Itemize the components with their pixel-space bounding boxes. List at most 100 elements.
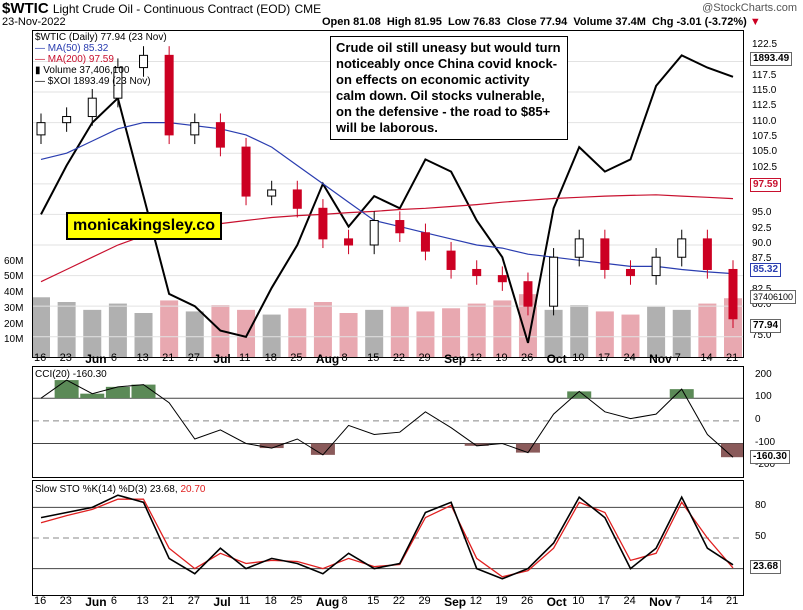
middle-x-tick-label: 13 — [136, 352, 149, 364]
middle-x-tick-label: Oct — [546, 352, 567, 366]
middle-x-tick-label: Sep — [444, 352, 467, 366]
bottom-x-tick-label: 29 — [418, 595, 431, 607]
volume-bar — [262, 314, 281, 357]
stochastic-chart-svg — [33, 494, 743, 580]
candle-body — [369, 220, 379, 246]
bottom-x-tick-label: 19 — [495, 595, 508, 607]
price-tick-label: 117.5 — [752, 69, 777, 81]
bottom-x-tick-label: 8 — [341, 595, 348, 607]
bottom-x-tick-label: 22 — [392, 595, 406, 607]
middle-x-tick-label: 12 — [469, 352, 482, 364]
annotation-note: Crude oil still uneasy but would turn no… — [330, 36, 568, 140]
sto-d-value: 20.70 — [180, 484, 206, 495]
ma50-line — [40, 121, 734, 275]
candle-body — [36, 122, 46, 136]
middle-x-tick-label: 22 — [392, 352, 406, 364]
bottom-x-tick-label: 25 — [290, 595, 303, 607]
cci-overbought-fill — [567, 391, 592, 399]
legend-ma200: — MA(200) 97.59 — [35, 54, 114, 65]
ma200-value-tag: 97.59 — [750, 178, 782, 192]
bottom-x-tick-label: 26 — [520, 595, 534, 607]
candle-body — [190, 122, 200, 136]
price-tick-label: 95.0 — [752, 207, 772, 219]
instrument-name: Light Crude Oil - Continuous Contract (E… — [52, 2, 291, 16]
candle-body — [241, 146, 251, 197]
price-tick-label: 75.0 — [752, 329, 772, 341]
volume-bar — [160, 300, 179, 357]
bottom-x-tick-label: 12 — [469, 595, 482, 607]
candle-body — [600, 238, 610, 270]
volume-bar — [493, 300, 512, 357]
volume-bar — [647, 306, 666, 357]
middle-x-tick-label: 24 — [623, 352, 636, 364]
volume-bar — [570, 305, 589, 357]
bottom-x-tick-label: 15 — [367, 595, 380, 607]
middle-x-tick-label: Jul — [213, 352, 231, 366]
sto-legend-label: Slow STO %K(14) %D(3) 23.68, — [35, 484, 178, 495]
price-tick-label: 90.0 — [752, 238, 772, 249]
middle-x-tick-label: Jun — [85, 352, 107, 366]
middle-x-tick-label: 11 — [239, 352, 251, 364]
volume-bar — [313, 302, 332, 357]
watermark-badge: monicakingsley.co — [66, 212, 222, 240]
cci-oversold-fill — [464, 443, 489, 446]
volume-tick-label: 30M — [4, 302, 24, 314]
cci-line — [40, 379, 734, 458]
close-value-tag: 77.94 — [750, 319, 782, 333]
close-stat: Close 77.94 — [506, 16, 568, 28]
middle-x-tick-label: 26 — [520, 352, 534, 364]
candle-body — [164, 54, 174, 136]
price-tick-label: 105.0 — [752, 146, 778, 158]
volume-bar — [390, 306, 409, 357]
middle-x-tick-label: 21 — [162, 352, 175, 364]
stochastic-panel: Slow STO %K(14) %D(3) 23.68, 20.70 — [32, 480, 744, 596]
middle-x-tick-label: 15 — [367, 352, 380, 364]
price-tick-label: 112.5 — [752, 100, 777, 112]
volume-bar — [416, 311, 435, 357]
candle-body — [395, 220, 405, 234]
candle-body — [215, 122, 225, 148]
cci-overbought-fill — [669, 389, 694, 399]
price-tick-label: 110.0 — [752, 115, 777, 127]
volume-bar — [33, 297, 50, 357]
volume-tick-label: 50M — [4, 271, 24, 283]
volume-bar — [365, 309, 384, 357]
cci-overbought-fill — [54, 380, 79, 399]
candle-body — [677, 238, 687, 258]
bottom-x-tick-label: Jul — [213, 595, 231, 609]
volume-bar — [288, 308, 307, 357]
bottom-x-tick-label: 21 — [726, 595, 739, 607]
bottom-x-tick-label: Aug — [315, 595, 340, 609]
cci-legend: CCI(20) -160.30 — [35, 369, 107, 380]
legend-xoi-label: $XOI 1893.49 (23 Nov) — [47, 76, 151, 87]
candle-body — [318, 207, 328, 240]
bottom-x-tick-label: Sep — [444, 595, 467, 609]
candle-body — [420, 232, 430, 252]
cci-tick-label: 200 — [755, 368, 772, 380]
candle-body — [139, 54, 149, 69]
bottom-x-tick-label: 6 — [110, 595, 117, 607]
volume-bar — [185, 311, 204, 357]
cci-overbought-fill — [131, 384, 156, 399]
legend-ma50: — MA(50) 85.32 — [35, 43, 109, 54]
bottom-x-tick-label: 21 — [162, 595, 175, 607]
candle-body — [625, 268, 635, 277]
cci-value-tag: -160.30 — [750, 450, 790, 464]
bottom-x-tick-label: 16 — [34, 595, 47, 607]
cci-oversold-fill — [515, 443, 540, 453]
middle-x-tick-label: 16 — [34, 352, 47, 364]
volume-value-tag: 37406100 — [750, 290, 797, 304]
chart-date: 23-Nov-2022 — [2, 16, 66, 28]
volume-bar — [339, 313, 358, 357]
cci-panel: CCI(20) -160.30 — [32, 366, 744, 478]
bottom-x-tick-label: Jun — [85, 595, 107, 609]
sto-value-tag: 23.68 — [750, 560, 782, 574]
candle-body — [523, 281, 533, 307]
volume-bar — [83, 309, 102, 357]
volume-tick-label: 40M — [4, 287, 24, 299]
price-tick-label: 82.5 — [752, 284, 771, 295]
bottom-x-tick-label: 7 — [674, 595, 681, 607]
candle-body — [344, 238, 354, 246]
candle-body — [62, 116, 72, 124]
cci-oversold-fill — [259, 443, 284, 449]
